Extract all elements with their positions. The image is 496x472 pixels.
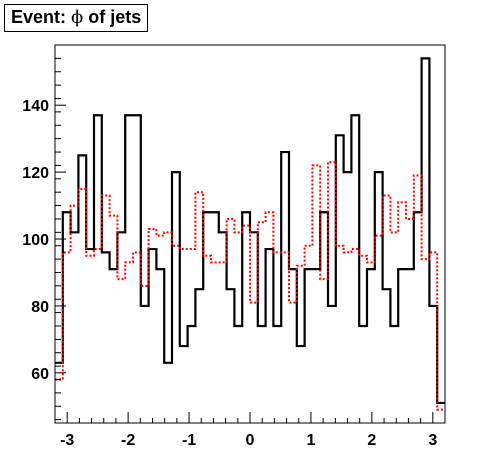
y-tick-label: 60 bbox=[31, 366, 49, 383]
title-suffix: of jets bbox=[83, 7, 142, 27]
y-tick-label: 80 bbox=[31, 299, 49, 316]
series-layer bbox=[55, 57, 445, 411]
series-0-line bbox=[55, 57, 445, 405]
x-tick-label: -1 bbox=[182, 432, 196, 449]
y-tick-label: 120 bbox=[22, 165, 49, 182]
y-tick-label: 140 bbox=[22, 98, 49, 115]
axis-layer: -3 -2 -1 0 1 2 3 60 80 100 120 140 bbox=[22, 44, 446, 449]
title-prefix: Event: bbox=[11, 7, 72, 27]
x-tick-label: 0 bbox=[246, 432, 255, 449]
series-1-line bbox=[55, 161, 445, 411]
plot-frame bbox=[54, 44, 446, 424]
chart-title: Event: ϕ of jets bbox=[4, 4, 149, 32]
x-tick-label: 1 bbox=[306, 432, 315, 449]
x-tick-label: -3 bbox=[60, 432, 74, 449]
x-tick-label: -2 bbox=[121, 432, 135, 449]
title-phi-symbol: ϕ bbox=[71, 7, 84, 28]
y-tick-label: 100 bbox=[22, 232, 49, 249]
x-tick-label: 2 bbox=[367, 432, 376, 449]
x-tick-label: 3 bbox=[428, 432, 437, 449]
